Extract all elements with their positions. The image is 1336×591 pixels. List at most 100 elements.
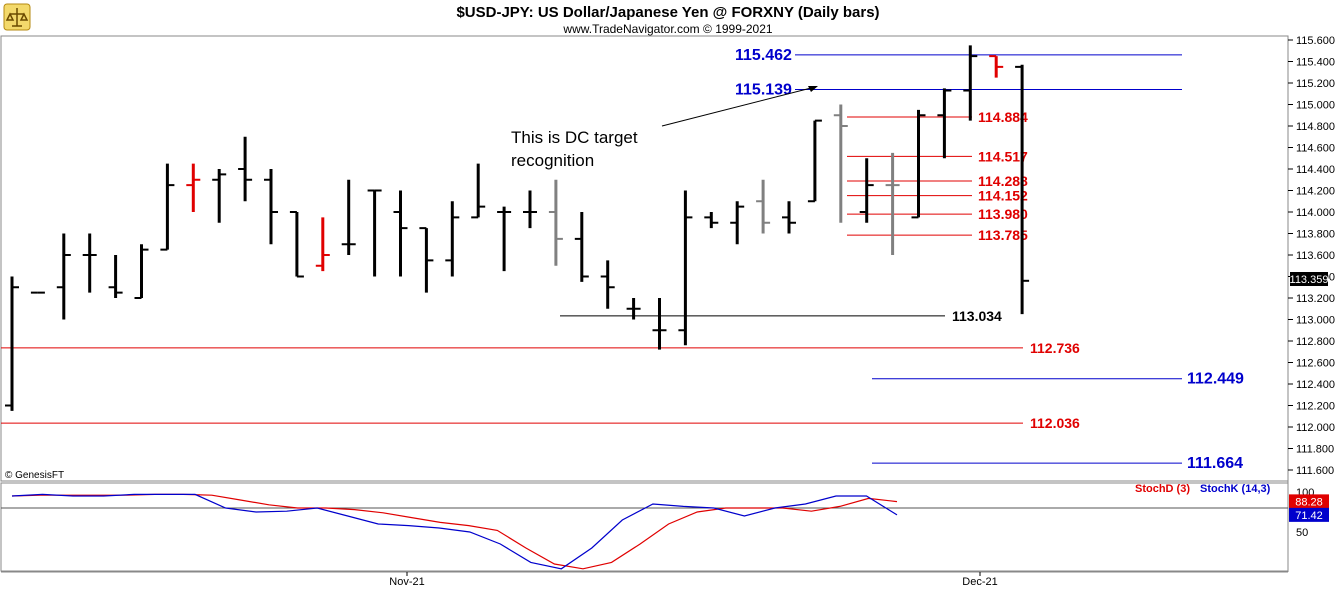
ohlc-bar [574, 212, 589, 282]
chart-title: $USD-JPY: US Dollar/Japanese Yen @ FORXN… [456, 4, 879, 21]
ohlc-bar [419, 227, 434, 293]
stochastic-last-value: 71.42 [1295, 510, 1323, 522]
ohlc-bar [756, 179, 771, 234]
stochastic-series-line [11, 493, 898, 570]
y-tick-label: 113.800 [1296, 229, 1335, 241]
level-label: 115.139 [735, 82, 792, 99]
level-label: 112.449 [1187, 371, 1244, 388]
ohlc-bar [807, 119, 822, 203]
stochastic-tick-label: 50 [1296, 527, 1308, 539]
ohlc-bar [186, 163, 201, 212]
annotation: This is DC target recognition [511, 86, 818, 170]
ohlc-bar [652, 298, 667, 350]
ohlc-bar [626, 298, 641, 320]
ohlc-bar [859, 158, 874, 223]
copyright: © GenesisFT [5, 470, 64, 481]
ohlc-bar [937, 88, 952, 159]
price-bars [5, 45, 1030, 411]
stochastic-last-value: 88.28 [1295, 496, 1323, 508]
stochastic-legend-entry: StochD (3) [1135, 483, 1190, 495]
y-tick-label: 115.200 [1296, 78, 1335, 90]
price-levels: 115.462 115.139 114.884 114.517 114.288114.1… [1, 47, 1244, 472]
ohlc-bar [782, 201, 796, 234]
y-tick-label: 115.000 [1296, 100, 1335, 112]
x-tick-label: Dec-21 [962, 576, 997, 588]
y-tick-label: 114.000 [1296, 207, 1335, 219]
ohlc-bar [471, 163, 486, 219]
chart-subtitle: www.TradeNavigator.com © 1999-2021 [562, 22, 772, 36]
ohlc-bar [963, 45, 978, 121]
y-tick-label: 112.400 [1296, 379, 1335, 391]
stochastic-legend-entry: StochK (14,3) [1200, 483, 1271, 495]
ohlc-bar [289, 211, 304, 278]
level-label: 114.517 [978, 148, 1028, 164]
ohlc-bar [5, 276, 19, 411]
ohlc-bar [911, 109, 926, 219]
ohlc-bar [497, 206, 512, 272]
y-tick-label: 111.600 [1296, 465, 1334, 477]
y-tick-label: 113.200 [1296, 293, 1335, 305]
ohlc-bar [160, 163, 175, 251]
ohlc-bar [833, 104, 848, 223]
ohlc-bar [523, 190, 537, 229]
y-tick-label: 111.800 [1296, 444, 1334, 456]
annotation-text-line-1: This is DC target [511, 128, 638, 147]
ohlc-bar [885, 152, 900, 255]
level-label: 115.462 [735, 47, 792, 64]
y-tick-label: 112.000 [1296, 422, 1335, 434]
stochastic-last-value-box [1289, 494, 1329, 509]
date-x-axis: Nov-21 Dec-21 [389, 572, 998, 588]
price-y-axis: 115.600 115.400 115.200 115.000 114.800 114.6… [1287, 35, 1335, 572]
ohlc-bar [548, 179, 563, 266]
level-label: 112.736 [1030, 340, 1080, 356]
level-label: 111.664 [1187, 455, 1243, 472]
ohlc-bar [108, 255, 123, 298]
level-label: 113.785 [978, 227, 1028, 243]
ohlc-bar [704, 212, 719, 229]
y-tick-label: 112.200 [1296, 401, 1335, 413]
ohlc-bar [212, 169, 227, 223]
annotation-arrowhead [808, 86, 818, 92]
ohlc-bar [238, 136, 253, 202]
y-tick-label: 113.000 [1296, 315, 1335, 327]
y-tick-label: 115.400 [1296, 57, 1335, 69]
y-tick-label: 114.200 [1296, 186, 1335, 198]
ohlc-bar [134, 244, 149, 299]
y-tick-label: 114.400 [1296, 164, 1335, 176]
level-label: 113.034 [952, 308, 1002, 324]
level-label: 114.288 [978, 173, 1028, 189]
y-tick-label: 114.800 [1296, 121, 1335, 133]
level-label: 114.152 [978, 188, 1028, 204]
ohlc-bar [600, 260, 615, 309]
ohlc-bar [264, 169, 278, 245]
stochastic-series-line [11, 493, 898, 570]
ohlc-bar [82, 233, 97, 293]
annotation-arrow [661, 86, 816, 127]
y-tick-label: 114.600 [1296, 143, 1335, 155]
ohlc-bar [445, 201, 460, 277]
ohlc-bar [393, 190, 408, 277]
x-tick-label: Nov-21 [389, 576, 424, 588]
ohlc-bar [989, 55, 1004, 78]
y-tick-label: 112.800 [1296, 336, 1335, 348]
y-tick-label: 115.600 [1296, 35, 1335, 47]
ohlc-bar [367, 189, 382, 277]
level-label: 112.036 [1030, 415, 1080, 431]
level-label: 113.980 [978, 206, 1028, 222]
ohlc-bar [1015, 64, 1030, 315]
y-tick-label: 113.600 [1296, 250, 1335, 262]
last-price-label: 113.359 [1290, 274, 1329, 286]
annotation-text-line-2: recognition [511, 151, 594, 170]
stochastic-last-value-box [1289, 507, 1329, 522]
price-panel-frame [0, 35, 1289, 482]
ohlc-bar [730, 201, 745, 245]
last-price-marker: 113.359 [1290, 272, 1329, 286]
level-label: 114.884 [978, 109, 1028, 125]
ohlc-bar [56, 233, 71, 320]
ohlc-bar [341, 179, 356, 255]
ohlc-bar [678, 190, 693, 346]
trade-navigator-logo [3, 3, 31, 31]
ohlc-bar [315, 217, 330, 272]
